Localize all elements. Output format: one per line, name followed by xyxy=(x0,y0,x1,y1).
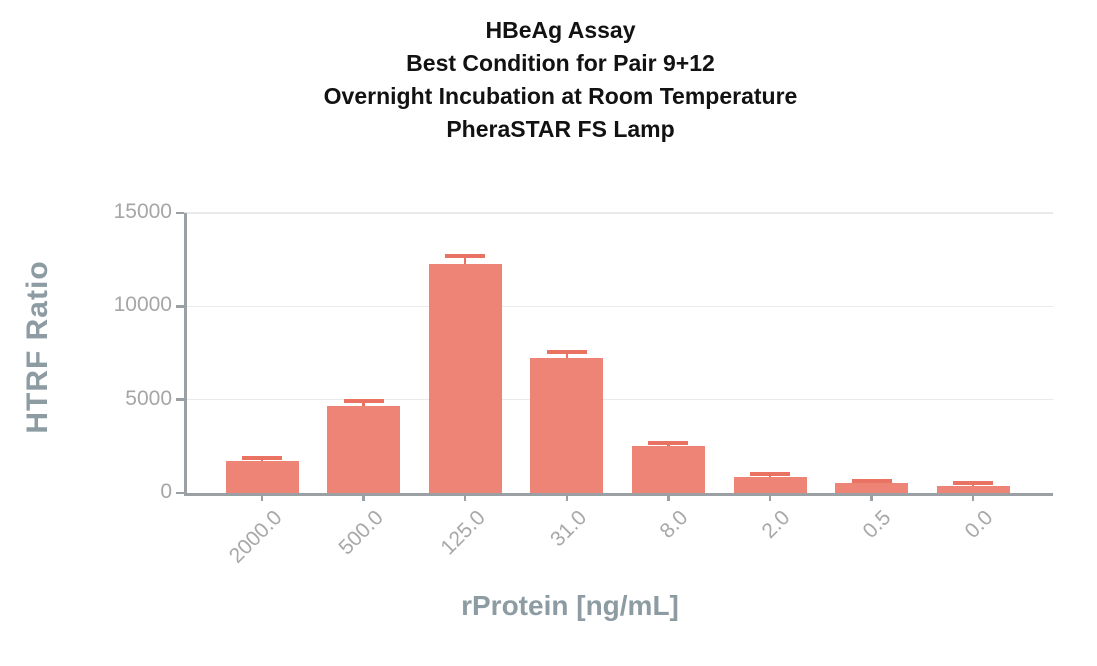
bar-8.0 xyxy=(631,446,705,493)
bar-0.0 xyxy=(936,485,1010,493)
x-tick-label-2.0: 2.0 xyxy=(757,506,795,543)
error-bar-cap xyxy=(953,480,994,485)
error-bar-stem xyxy=(362,400,365,407)
x-tick-mark xyxy=(565,493,569,501)
chart-title-line-4: PheraSTAR FS Lamp xyxy=(446,116,675,142)
y-gridline xyxy=(184,398,1053,401)
y-tick-mark xyxy=(176,305,184,308)
x-tick-label-0.0: 0.0 xyxy=(960,506,998,543)
y-tick-mark xyxy=(176,211,184,215)
x-axis-title: rProtein [ng/mL] xyxy=(461,590,679,621)
error-bar-cap xyxy=(343,398,384,403)
x-tick-mark xyxy=(463,493,467,501)
bar-125.0 xyxy=(428,264,502,493)
x-tick-label-125.0: 125.0 xyxy=(436,506,490,560)
x-tick-mark xyxy=(667,493,670,501)
x-tick-mark xyxy=(768,493,772,501)
chart-title-line-3: Overnight Incubation at Room Temperature xyxy=(323,83,798,109)
chart-title-line-2: Best Condition for Pair 9+12 xyxy=(406,50,715,76)
y-tick-label-10000: 10000 xyxy=(113,293,172,317)
x-tick-label-8.0: 8.0 xyxy=(655,506,693,543)
x-tick-label-31.0: 31.0 xyxy=(545,506,592,552)
x-tick-mark xyxy=(870,493,873,501)
bar-2000.0 xyxy=(225,461,299,493)
error-bar-cap xyxy=(546,350,587,355)
x-tick-mark xyxy=(362,493,365,501)
y-gridline xyxy=(184,212,1053,214)
error-bar-cap xyxy=(648,440,689,445)
y-tick-label-15000: 15000 xyxy=(113,200,172,223)
error-bar-cap xyxy=(242,456,282,461)
chart-title: HBeAg Assay Best Condition for Pair 9+12… xyxy=(12,14,1097,146)
x-tick-label-2000.0: 2000.0 xyxy=(224,506,287,568)
y-tick-label-0: 0 xyxy=(160,480,172,503)
error-bar-cap xyxy=(750,471,790,476)
x-tick-label-500.0: 500.0 xyxy=(334,506,388,560)
error-bar-cap xyxy=(851,478,892,483)
bar-2.0 xyxy=(733,477,807,493)
error-bar-stem xyxy=(565,352,569,358)
y-gridline xyxy=(184,305,1053,308)
y-tick-mark xyxy=(176,398,184,401)
error-bar-cap xyxy=(445,253,486,258)
x-tick-mark xyxy=(260,493,264,501)
y-tick-mark xyxy=(176,491,184,495)
bar-0.5 xyxy=(835,483,909,493)
x-axis-line xyxy=(184,493,1053,496)
x-tick-mark xyxy=(971,493,975,501)
y-axis-line xyxy=(184,213,187,496)
error-bar-stem xyxy=(463,255,467,265)
x-tick-label-0.5: 0.5 xyxy=(858,506,896,543)
y-tick-label-5000: 5000 xyxy=(125,386,172,410)
bar-31.0 xyxy=(530,357,604,493)
chart-title-line-1: HBeAg Assay xyxy=(485,17,636,43)
bar-500.0 xyxy=(327,406,401,493)
